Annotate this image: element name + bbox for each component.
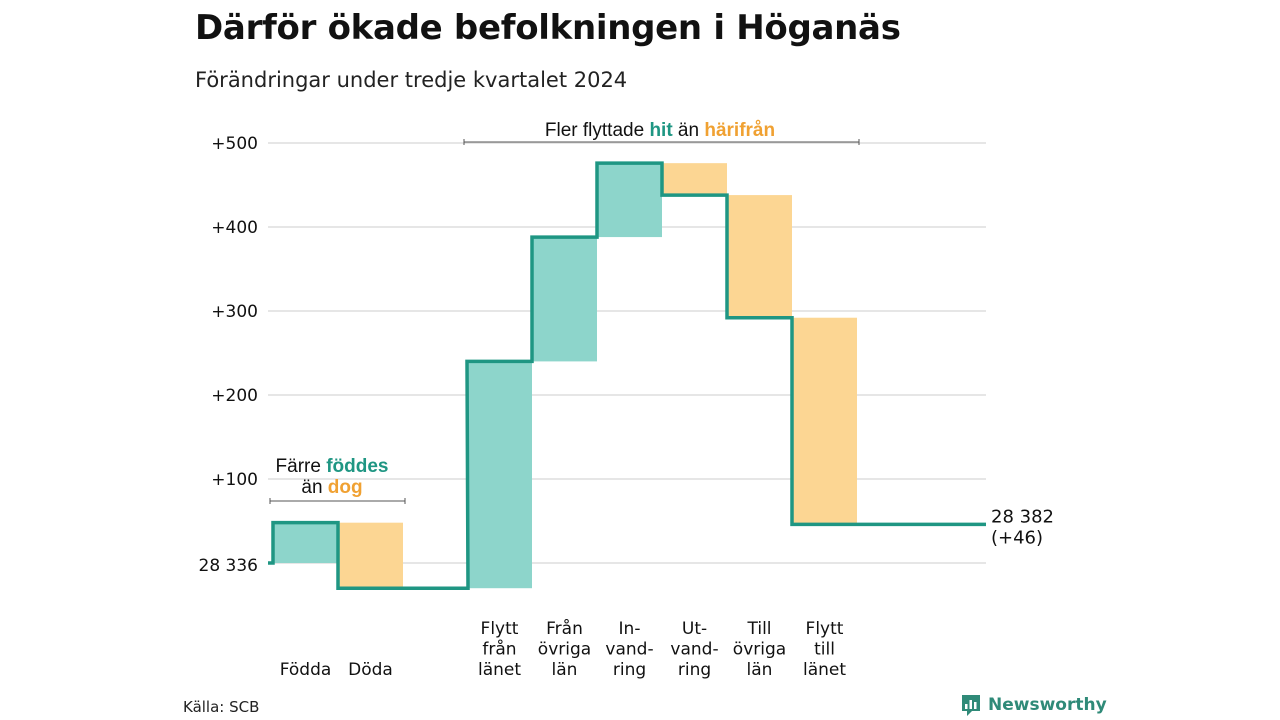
end-change-label: (+46) — [991, 527, 1043, 548]
category-label: Från — [546, 618, 583, 639]
waterfall-bar — [792, 317, 857, 525]
category-label: Till — [746, 619, 771, 639]
y-tick-label: +400 — [211, 218, 258, 238]
category-label: län — [747, 660, 773, 680]
category-label: Födda — [280, 660, 332, 680]
waterfall-bar — [662, 163, 727, 196]
start-value-label: 28 336 — [199, 556, 258, 576]
category-label: vand- — [605, 640, 653, 660]
cumulative-step-line — [268, 161, 986, 590]
chart-subtitle: Förändringar under tredje kvartalet 2024 — [195, 68, 628, 92]
category-label: länet — [803, 660, 846, 680]
category-label: Ut- — [682, 619, 707, 639]
waterfall-bar — [727, 195, 792, 318]
waterfall-bar — [597, 163, 662, 238]
category-label: till — [814, 640, 835, 660]
category-label: ring — [678, 660, 711, 680]
annotation-births-line1: Färre föddes — [276, 456, 389, 477]
category-label: Döda — [348, 660, 393, 680]
annotation-births-line2: än dog — [301, 477, 362, 498]
brand-name: Newsworthy — [988, 695, 1107, 715]
annotation-migration: Fler flyttade hit än härifrån — [545, 120, 775, 141]
category-label: län — [552, 660, 578, 680]
source-note: Källa: SCB — [183, 698, 260, 716]
category-label: In- — [619, 619, 641, 639]
waterfall-bar — [532, 237, 597, 362]
waterfall-bar — [273, 522, 338, 563]
category-label: Flytt — [806, 619, 844, 639]
y-tick-label: +300 — [211, 302, 258, 322]
y-tick-label: +500 — [211, 134, 258, 154]
category-label: från — [482, 639, 516, 660]
category-label: övriga — [733, 640, 786, 660]
waterfall-bar — [338, 522, 403, 589]
end-value-label: 28 382 — [991, 506, 1054, 527]
category-label: vand- — [670, 640, 718, 660]
waterfall-bar — [467, 361, 532, 589]
category-label: länet — [478, 660, 521, 680]
y-tick-label: +100 — [211, 470, 258, 490]
brand-logo: Newsworthy — [960, 693, 1107, 717]
category-label: ring — [613, 660, 646, 680]
chart-title: Därför ökade befolkningen i Höganäs — [195, 8, 901, 48]
category-label: Flytt — [481, 619, 519, 639]
newsworthy-logo-icon — [962, 695, 980, 716]
category-label: övriga — [538, 640, 591, 660]
y-tick-label: +200 — [211, 386, 258, 406]
